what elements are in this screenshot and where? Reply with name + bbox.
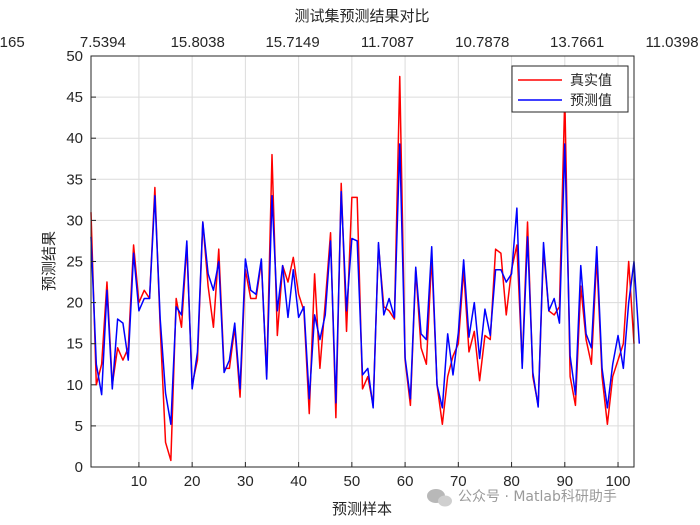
top-value-label: 13.7661 bbox=[550, 34, 604, 51]
x-tick-label: 30 bbox=[237, 473, 254, 490]
legend-label-series-2: 预测值 bbox=[570, 93, 612, 109]
y-tick-label: 20 bbox=[66, 295, 83, 312]
y-tick-label: 10 bbox=[66, 377, 83, 394]
x-tick-label: 90 bbox=[556, 473, 573, 490]
y-tick-label: 35 bbox=[66, 171, 83, 188]
x-tick-label: 100 bbox=[606, 473, 631, 490]
legend-box bbox=[511, 65, 629, 113]
top-value-label: 11.0398 bbox=[645, 34, 698, 51]
x-tick-label: 40 bbox=[290, 473, 307, 490]
x-ticks: 10 20 30 40 50 60 70 80 90 100 bbox=[131, 462, 631, 490]
top-value-label: 7.5394 bbox=[80, 34, 126, 51]
x-tick-label: 20 bbox=[184, 473, 201, 490]
y-tick-label: 45 bbox=[66, 89, 83, 106]
top-value-label: 5165 bbox=[0, 34, 25, 51]
top-value-label: 11.7087 bbox=[361, 34, 414, 51]
legend: 真实值 预测值 bbox=[511, 65, 629, 113]
plot-lines bbox=[90, 75, 641, 462]
y-tick-label: 50 bbox=[66, 48, 83, 65]
top-value-label: 10.7878 bbox=[455, 34, 509, 51]
x-tick-label: 60 bbox=[397, 473, 414, 490]
x-tick-label: 70 bbox=[450, 473, 467, 490]
y-tick-label: 5 bbox=[75, 418, 83, 435]
x-tick-label: 10 bbox=[131, 473, 148, 490]
y-tick-label: 15 bbox=[66, 336, 83, 353]
x-tick-label: 80 bbox=[503, 473, 520, 490]
wechat-icon bbox=[427, 489, 452, 507]
watermark-text: 公众号 · Matlab科研助手 bbox=[458, 489, 617, 505]
y-tick-label: 25 bbox=[66, 254, 83, 271]
chart-title: 测试集预测结果对比 bbox=[294, 7, 429, 25]
x-tick-label: 50 bbox=[344, 473, 361, 490]
y-ticks: 0 5 10 15 20 25 30 35 40 45 50 bbox=[66, 48, 96, 476]
series-line-2 bbox=[90, 143, 641, 426]
watermark: 公众号 · Matlab科研助手 bbox=[427, 489, 617, 507]
top-value-label: 15.7149 bbox=[265, 34, 319, 51]
legend-label-series-1: 真实值 bbox=[570, 73, 612, 89]
top-value-label: 15.8038 bbox=[171, 34, 225, 51]
y-tick-label: 0 bbox=[75, 459, 83, 476]
y-axis-label: 预测结果 bbox=[40, 231, 58, 291]
y-tick-label: 40 bbox=[66, 130, 83, 147]
top-labels: 5165 7.5394 15.8038 15.7149 11.7087 10.7878 13… bbox=[0, 34, 699, 51]
x-axis-label: 预测样本 bbox=[332, 500, 392, 518]
y-tick-label: 30 bbox=[66, 212, 83, 229]
